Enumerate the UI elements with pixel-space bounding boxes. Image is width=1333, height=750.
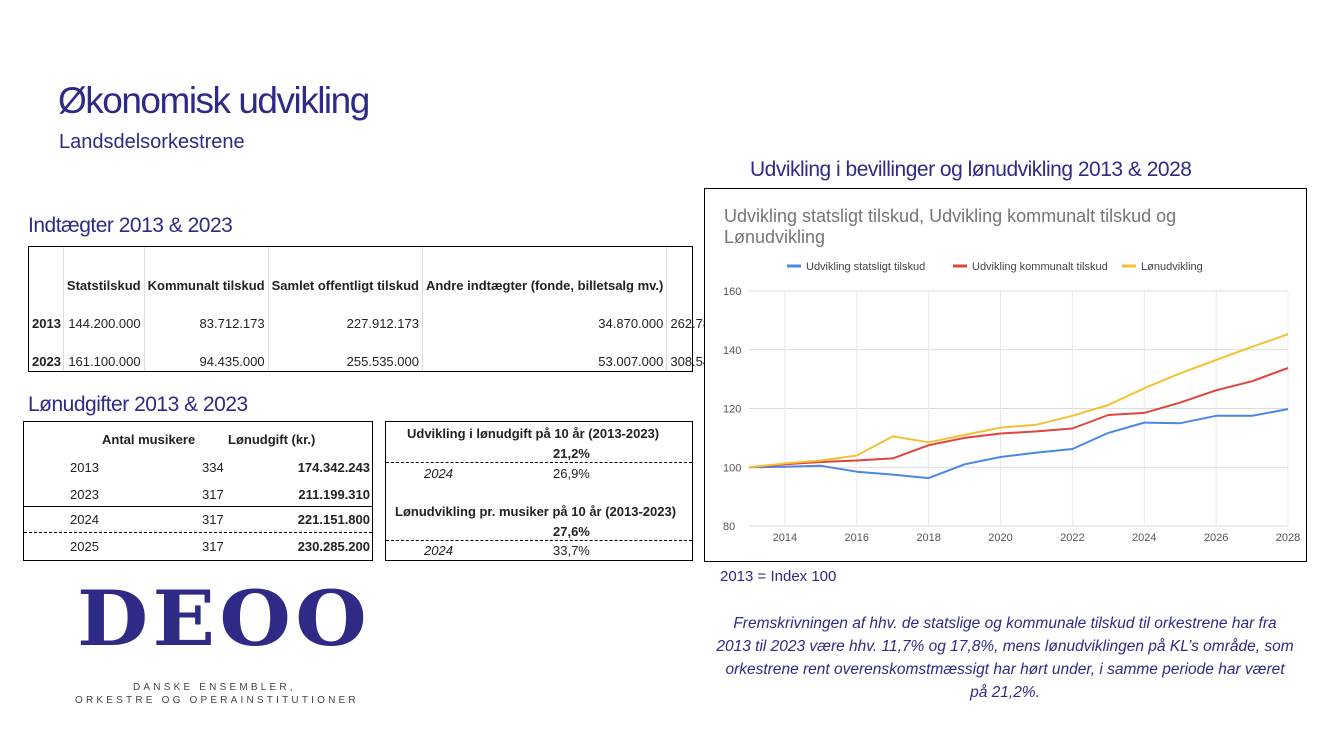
row-year: 2023: [70, 487, 99, 502]
table-row: 2025 317 230.285.200: [24, 532, 372, 559]
table-row: 2013 144.200.000 83.712.173 227.912.173 …: [29, 314, 746, 334]
logo-wordmark: DEOO: [77, 574, 372, 663]
table-row: 2023 317 211.199.310: [24, 482, 372, 508]
index-note: 2013 = Index 100: [720, 568, 837, 585]
y-tick-label: 160: [723, 286, 741, 298]
x-tick-label: 2024: [1132, 532, 1156, 544]
deoo-logo: DEOO DANSKE ENSEMBLER, ORKESTRE OG OPERA…: [75, 574, 375, 709]
legend-label: Udvikling kommunalt tilskud: [972, 261, 1108, 273]
series-line: [748, 408, 1289, 480]
row-year: 2025: [70, 539, 99, 554]
logo-line-2: ORKESTRE OG OPERAINSTITUTIONER: [75, 695, 359, 706]
salary-header-row: Antal musikere Lønudgift (kr.): [24, 427, 372, 453]
dev-title-2: Lønudvikling pr. musiker på 10 år (2013-…: [395, 504, 677, 519]
year-header: [29, 247, 63, 295]
y-tick-label: 100: [723, 462, 741, 474]
income-header-public: Samlet offentligt tilskud: [267, 247, 423, 296]
footnote: Fremskrivningen af hhv. de statslige og …: [716, 615, 1294, 701]
line-chart: Udvikling statsligt tilskud, Udvikling k…: [723, 206, 1300, 544]
dev-year-1: 2024: [424, 466, 453, 481]
row-musicians: 317: [202, 512, 224, 527]
logo-line-1: DANSKE ENSEMBLER,: [133, 682, 296, 693]
chart-title: Udvikling statsligt tilskud, Udvikling k…: [724, 206, 1176, 247]
cell-state: 161.100.000: [62, 352, 145, 371]
table-row: 2023 161.100.000 94.435.000 255.535.000 …: [29, 352, 746, 371]
dev-year-2: 2024: [424, 543, 453, 558]
x-tick-label: 2016: [845, 532, 869, 544]
cost-header: Lønudgift (kr.): [228, 432, 316, 447]
legend-label: Udvikling statsligt tilskud: [806, 261, 925, 273]
cell-other: 34.870.000: [421, 314, 667, 334]
row-cost: 221.151.800: [297, 512, 370, 527]
salary-heading: Lønudgifter 2013 & 2023: [28, 393, 248, 416]
dev-yearvalue-2: 33,7%: [553, 543, 590, 558]
y-tick-label: 140: [723, 345, 741, 357]
cell-municipal: 83.712.173: [143, 314, 269, 334]
x-tick-label: 2022: [1060, 532, 1084, 544]
table-row: 2013 334 174.342.243: [24, 455, 372, 481]
income-header-municipal: Kommunalt tilskud: [143, 247, 269, 296]
chart-heading: Udvikling i bevillinger og lønudvikling …: [750, 158, 1192, 181]
x-tick-label: 2018: [916, 532, 940, 544]
row-musicians: 334: [202, 460, 224, 475]
dev-yearvalue-1: 26,9%: [553, 466, 590, 481]
row-year: 2024: [70, 512, 99, 527]
row-year: 2013: [32, 316, 61, 332]
row-year: 2013: [70, 460, 99, 475]
y-tick-label: 120: [723, 404, 741, 416]
cell-municipal: 94.435.000: [143, 352, 269, 371]
row-year: 2023: [32, 354, 61, 370]
row-cost: 211.199.310: [298, 487, 370, 502]
cell-other: 53.007.000: [421, 352, 667, 371]
dev-value-1: 21,2%: [553, 446, 590, 461]
income-table: Statstilskud Kommunalt tilskud Samlet of…: [28, 246, 746, 372]
x-tick-label: 2014: [773, 532, 797, 544]
chart-container: Udvikling statsligt tilskud, Udvikling k…: [704, 188, 1307, 562]
legend-label: Lønudvikling: [1141, 261, 1203, 273]
row-cost: 230.285.200: [297, 539, 370, 554]
row-musicians: 317: [202, 487, 224, 502]
page-title: Økonomisk udvikling: [58, 80, 370, 121]
income-header-other: Andre indtægter (fonde, billetsalg mv.): [421, 247, 667, 296]
series-line: [748, 367, 1289, 469]
income-heading: Indtægter 2013 & 2023: [28, 214, 233, 237]
row-musicians: 317: [202, 539, 224, 554]
x-tick-label: 2020: [988, 532, 1012, 544]
series-line: [748, 333, 1289, 469]
income-header-state: Statstilskud: [62, 247, 145, 296]
row-cost: 174.342.243: [297, 460, 370, 475]
development-table: Udvikling i lønudgift på 10 år (2013-202…: [385, 421, 693, 561]
cell-public: 227.912.173: [267, 314, 423, 334]
dev-value-2: 27,6%: [553, 524, 590, 539]
x-tick-label: 2028: [1276, 532, 1300, 544]
cell-public: 255.535.000: [267, 352, 423, 371]
table-row: 2024 317 221.151.800: [24, 506, 372, 532]
musicians-header: Antal musikere: [102, 432, 196, 447]
y-tick-label: 80: [723, 521, 735, 533]
cell-state: 144.200.000: [62, 314, 145, 334]
dev-title-1: Udvikling i lønudgift på 10 år (2013-202…: [407, 426, 660, 441]
salary-table: Antal musikere Lønudgift (kr.) 2013 334 …: [23, 421, 373, 561]
page-subtitle: Landsdelsorkestrene: [59, 131, 245, 153]
x-tick-label: 2026: [1204, 532, 1228, 544]
